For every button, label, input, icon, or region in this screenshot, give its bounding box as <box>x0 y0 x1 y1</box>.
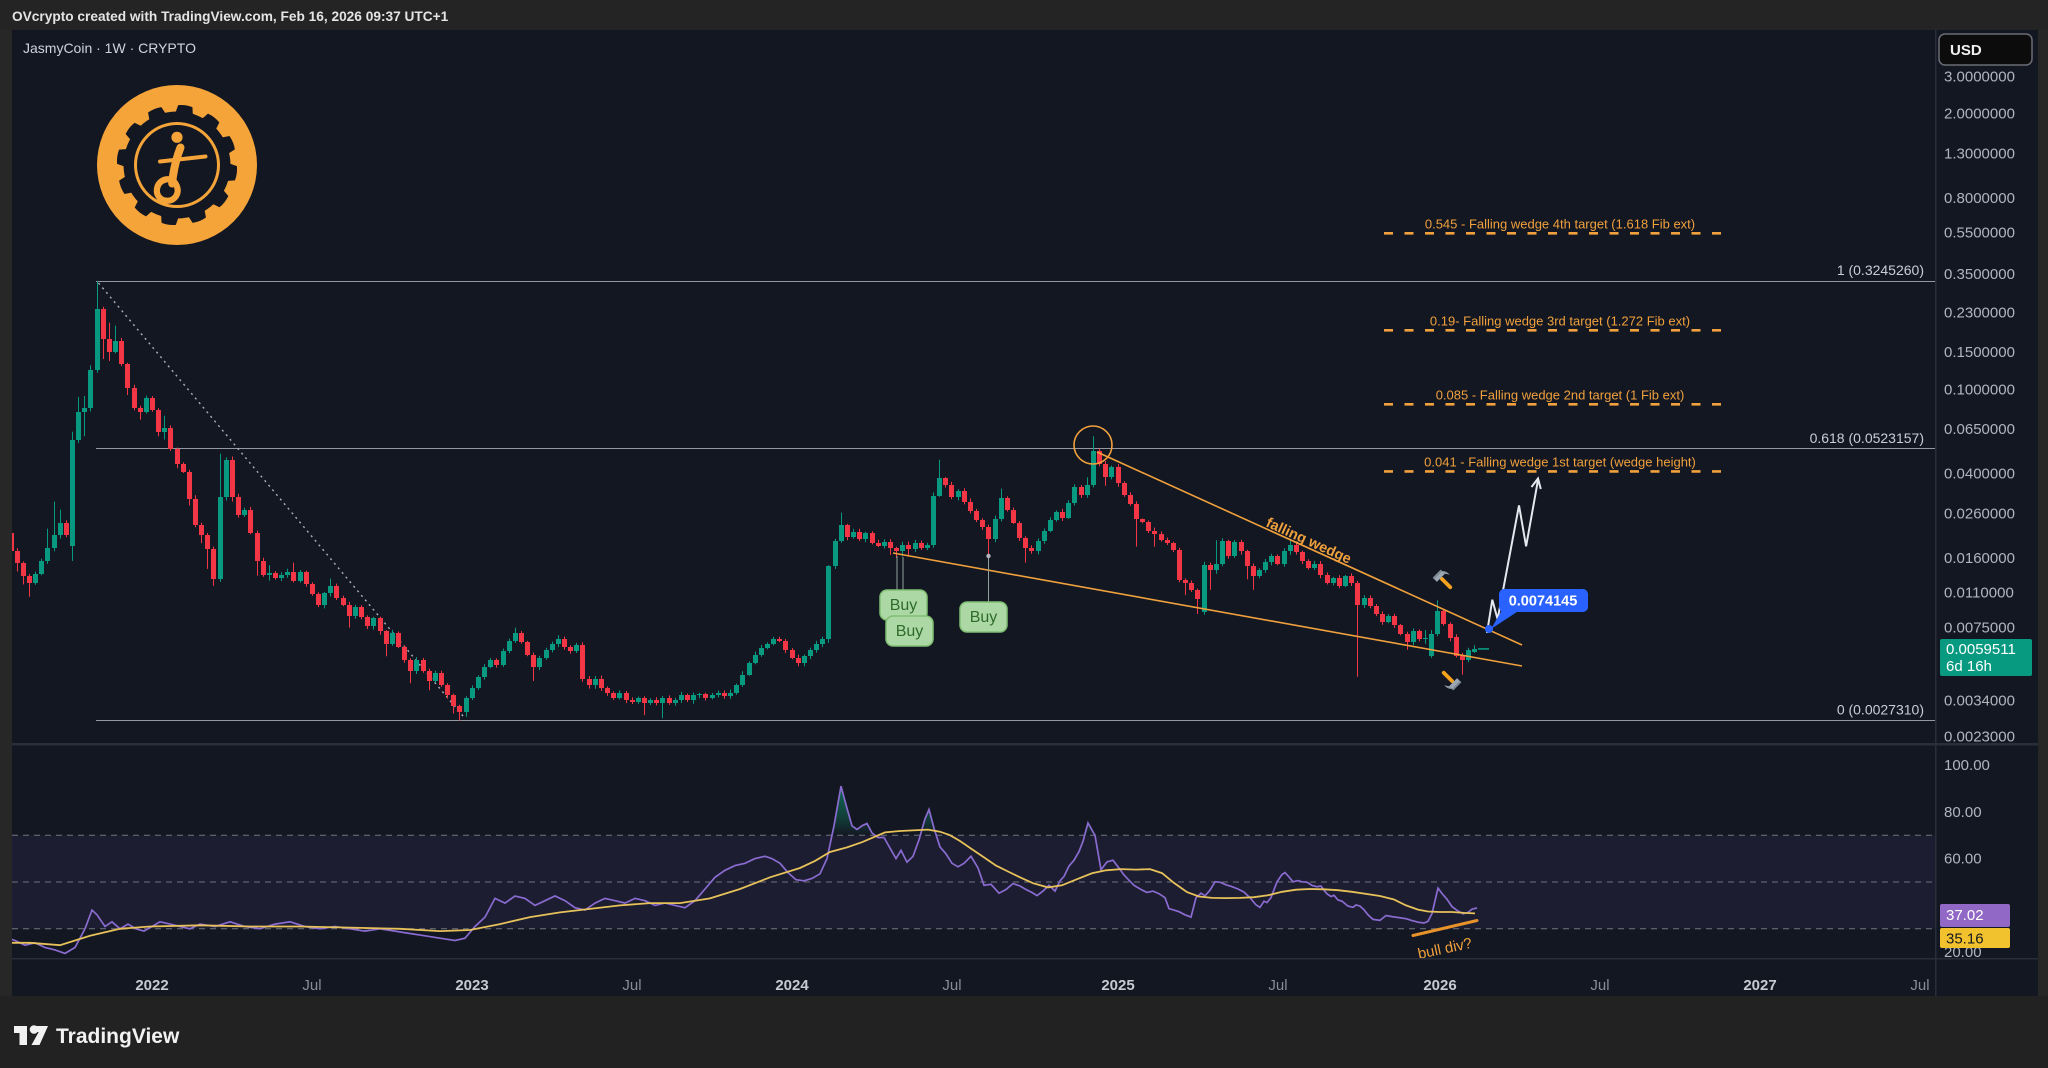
svg-text:0.1000000: 0.1000000 <box>1944 381 2015 398</box>
svg-text:Buy: Buy <box>890 597 918 614</box>
svg-text:0.19- Falling wedge 3rd target: 0.19- Falling wedge 3rd target (1.272 Fi… <box>1430 313 1690 328</box>
svg-text:35.16: 35.16 <box>1946 931 1984 948</box>
svg-text:0.0160000: 0.0160000 <box>1944 550 2015 567</box>
svg-text:USD: USD <box>1950 42 1982 59</box>
svg-text:0.0260000: 0.0260000 <box>1944 505 2015 522</box>
svg-text:Jul: Jul <box>302 977 321 994</box>
svg-text:JasmyCoin · 1W · CRYPTO: JasmyCoin · 1W · CRYPTO <box>23 40 196 56</box>
svg-text:0.041 - Falling wedge 1st targ: 0.041 - Falling wedge 1st target (wedge … <box>1424 454 1696 469</box>
svg-text:2025: 2025 <box>1101 977 1134 994</box>
svg-text:2.0000000: 2.0000000 <box>1944 106 2015 123</box>
svg-text:0 (0.0027310): 0 (0.0027310) <box>1837 702 1924 718</box>
svg-text:0.618 (0.0523157): 0.618 (0.0523157) <box>1810 430 1924 446</box>
svg-text:0.545 - Falling wedge 4th targ: 0.545 - Falling wedge 4th target (1.618 … <box>1425 216 1695 231</box>
svg-text:Buy: Buy <box>970 609 998 626</box>
svg-text:60.00: 60.00 <box>1944 851 1982 868</box>
svg-text:Jul: Jul <box>622 977 641 994</box>
svg-text:3.0000000: 3.0000000 <box>1944 68 2015 85</box>
svg-text:2023: 2023 <box>455 977 488 994</box>
svg-text:0.085 - Falling wedge 2nd targ: 0.085 - Falling wedge 2nd target (1 Fib … <box>1436 387 1685 402</box>
svg-text:6d 16h: 6d 16h <box>1946 658 1992 675</box>
svg-text:37.02: 37.02 <box>1946 907 1984 924</box>
svg-text:0.0650000: 0.0650000 <box>1944 421 2015 438</box>
svg-text:Jul: Jul <box>1590 977 1609 994</box>
svg-text:TradingView: TradingView <box>56 1025 180 1048</box>
svg-text:2024: 2024 <box>775 977 809 994</box>
svg-text:0.0059511: 0.0059511 <box>1946 641 2016 658</box>
svg-text:2026: 2026 <box>1423 977 1456 994</box>
svg-text:2022: 2022 <box>135 977 168 994</box>
svg-text:0.0034000: 0.0034000 <box>1944 692 2015 709</box>
svg-text:Buy: Buy <box>896 623 924 640</box>
svg-text:0.5500000: 0.5500000 <box>1944 225 2015 242</box>
svg-text:Jul: Jul <box>1268 977 1287 994</box>
svg-text:20.00: 20.00 <box>1944 944 1982 961</box>
svg-text:0.3500000: 0.3500000 <box>1944 266 2015 283</box>
svg-text:80.00: 80.00 <box>1944 804 1982 821</box>
svg-text:0.0075000: 0.0075000 <box>1944 620 2015 637</box>
svg-text:0.0023000: 0.0023000 <box>1944 728 2015 745</box>
svg-text:0.2300000: 0.2300000 <box>1944 305 2015 322</box>
svg-text:1 (0.3245260): 1 (0.3245260) <box>1837 262 1924 278</box>
svg-text:Jul: Jul <box>1910 977 1929 994</box>
svg-text:0.8000000: 0.8000000 <box>1944 190 2015 207</box>
svg-text:OVcrypto created with TradingV: OVcrypto created with TradingView.com, F… <box>12 9 449 24</box>
svg-text:0.0074145: 0.0074145 <box>1509 594 1578 610</box>
svg-text:2027: 2027 <box>1743 977 1776 994</box>
svg-text:0.1500000: 0.1500000 <box>1944 344 2015 361</box>
svg-text:1.3000000: 1.3000000 <box>1944 145 2015 162</box>
svg-text:100.00: 100.00 <box>1944 757 1990 774</box>
svg-text:0.0110000: 0.0110000 <box>1944 584 2014 601</box>
svg-text:0.0400000: 0.0400000 <box>1944 466 2015 483</box>
svg-text:Jul: Jul <box>942 977 961 994</box>
